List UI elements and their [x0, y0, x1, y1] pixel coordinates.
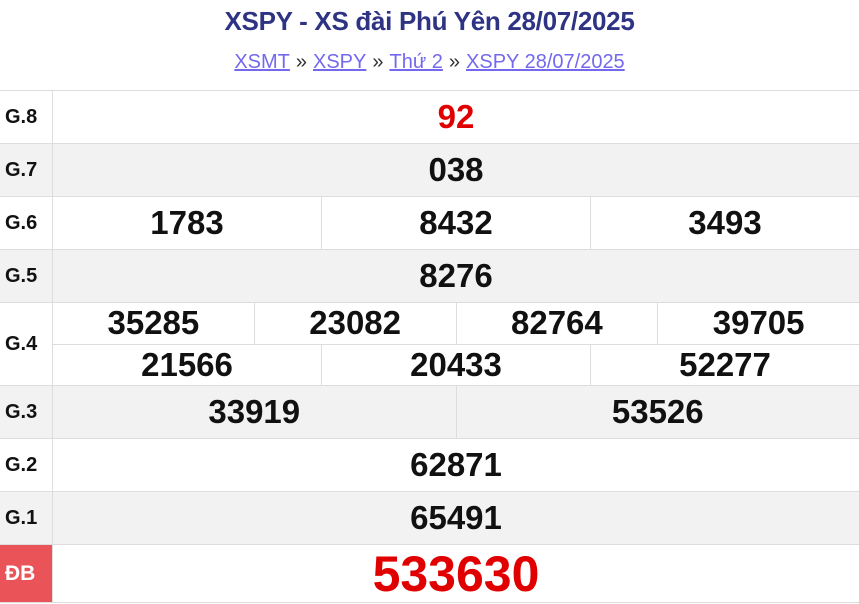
prize-number: 53526 [455, 386, 859, 438]
breadcrumb-xspy[interactable]: XSPY [313, 51, 367, 73]
prize-label: G.2 [0, 439, 53, 491]
prize-row-g6: G.6 1783 8432 3493 [0, 197, 859, 250]
prize-label: G.3 [0, 386, 53, 438]
prize-number: 20433 [321, 344, 590, 385]
prize-label: G.4 [0, 303, 53, 385]
breadcrumb-weekday[interactable]: Thứ 2 [389, 51, 443, 73]
breadcrumb-separator: » [372, 51, 384, 73]
prize-number: 33919 [208, 393, 301, 430]
prize-row-g5: G.5 8276 [0, 250, 859, 303]
prize-label-special: ĐB [0, 545, 53, 602]
prize-label: G.8 [0, 91, 53, 143]
prize-number: 1783 [150, 204, 224, 241]
prize-row-g3: G.3 33919 53526 [0, 386, 859, 439]
prize-label: G.6 [0, 197, 53, 249]
prize-label: G.1 [0, 492, 53, 544]
prize-row-g8: G.8 92 [0, 91, 859, 144]
breadcrumb-separator: » [448, 51, 461, 73]
prize-number: 65491 [410, 499, 502, 536]
prize-number: 92 [437, 98, 475, 135]
prize-label: G.7 [0, 144, 53, 196]
prize-number: 038 [428, 151, 484, 188]
prize-number: 3493 [590, 197, 859, 249]
prize-row-g2: G.2 62871 [0, 439, 859, 492]
prize-number: 62871 [410, 446, 502, 483]
breadcrumb: XSMT» XSPY» Thứ 2» XSPY 28/07/2025 [0, 51, 859, 74]
prize-number: 52277 [590, 344, 859, 385]
prize-number: 35285 [107, 304, 200, 342]
prize-row-g1: G.1 65491 [0, 492, 859, 545]
prize-row-g7: G.7 038 [0, 144, 859, 197]
prize-number: 23082 [253, 303, 456, 344]
prize-number: 39705 [657, 303, 859, 344]
prize-number: 8432 [321, 197, 590, 249]
page-title: XSPY - XS đài Phú Yên 28/07/2025 [224, 6, 635, 36]
prize-row-special: ĐB 533630 [0, 545, 859, 603]
prize-number: 8276 [419, 257, 493, 294]
special-prize-number: 533630 [372, 546, 540, 602]
breadcrumb-separator: » [295, 51, 307, 73]
prize-number: 21566 [141, 345, 233, 383]
breadcrumb-date[interactable]: XSPY 28/07/2025 [466, 51, 625, 73]
prize-label: G.5 [0, 250, 53, 302]
breadcrumb-xsmt[interactable]: XSMT [234, 51, 290, 73]
prize-row-g4: G.4 35285 23082 82764 39705 21566 20433 … [0, 303, 859, 386]
results-table: G.8 92 G.7 038 G.6 1783 8432 3493 G.5 82… [0, 90, 859, 603]
prize-number: 82764 [455, 303, 658, 344]
